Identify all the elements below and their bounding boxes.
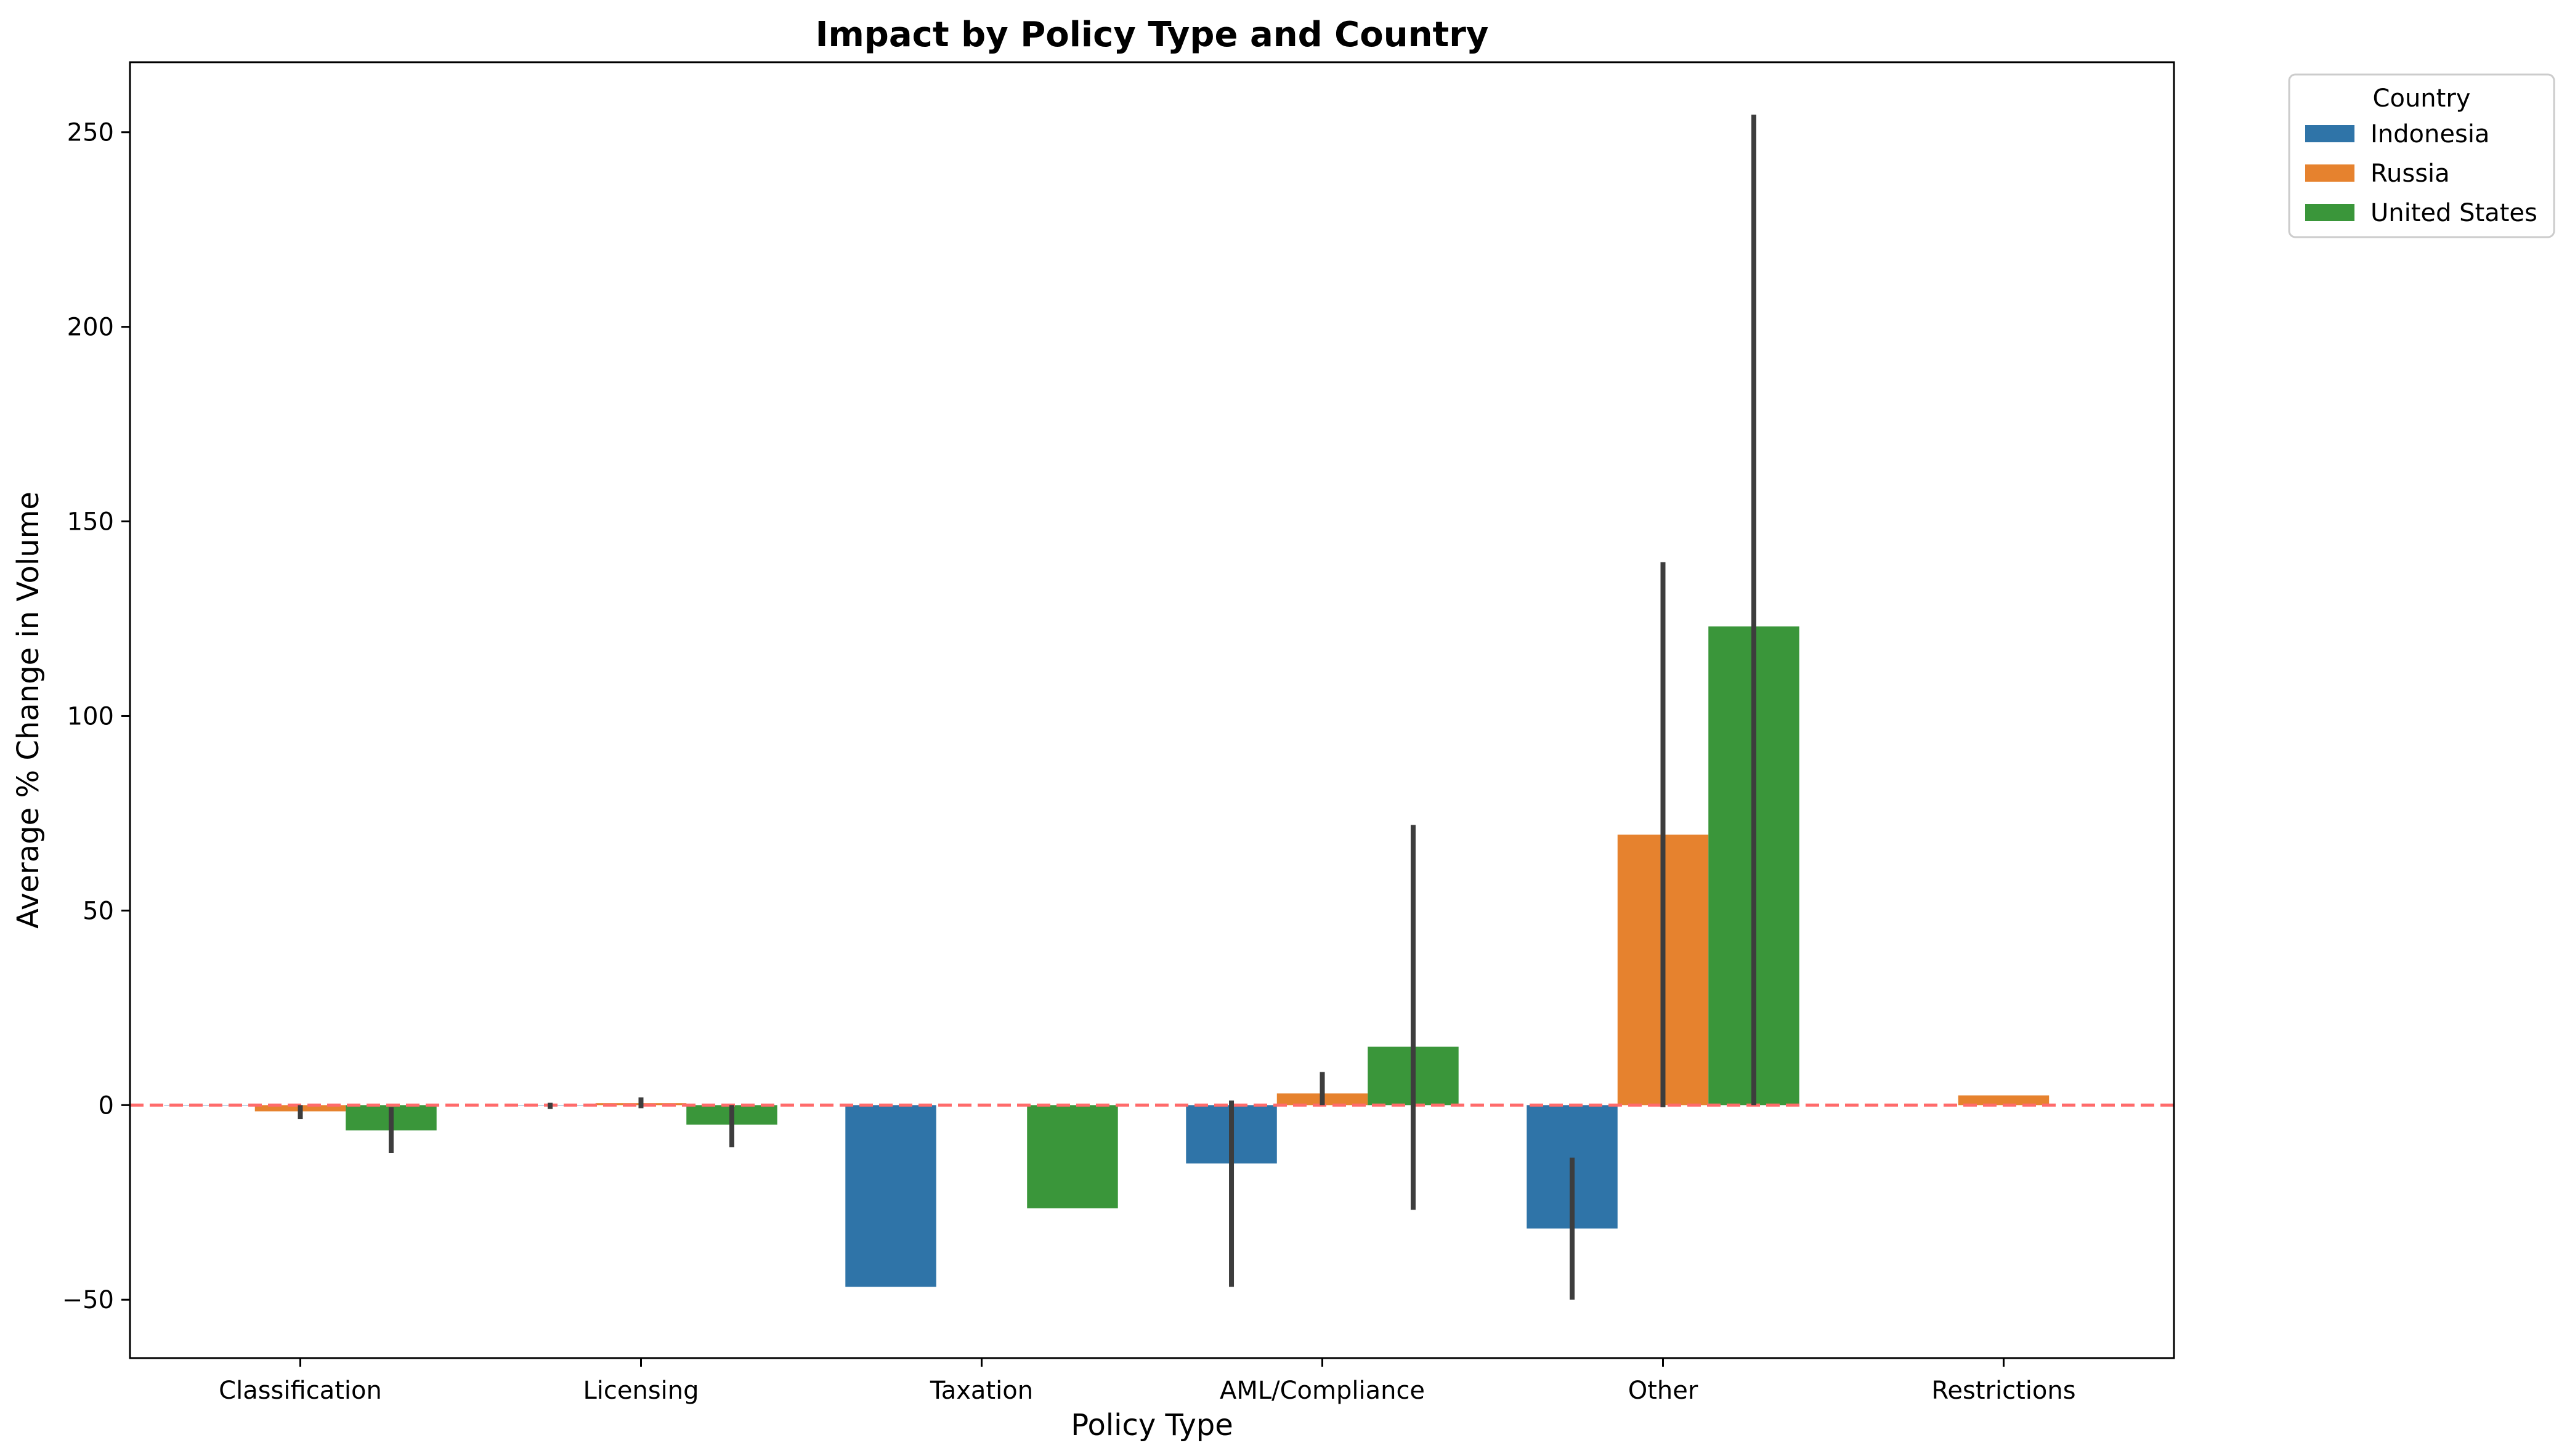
x-tick-label: Restrictions xyxy=(1931,1377,2075,1405)
y-tick-label: 50 xyxy=(83,897,114,925)
x-tick-label: Taxation xyxy=(930,1377,1033,1405)
y-tick-label: 150 xyxy=(67,508,114,536)
legend-title: Country xyxy=(2373,84,2471,113)
bar-indonesia xyxy=(845,1105,936,1287)
y-tick-label: 100 xyxy=(67,702,114,730)
y-tick-label: 200 xyxy=(67,313,114,342)
plot-area: −50 0 50 100 150 200 250 Classification Licensin… xyxy=(62,61,2175,1405)
axes-frame xyxy=(129,61,2175,1359)
x-tick-label: Other xyxy=(1628,1377,1698,1405)
legend-swatch-united-states xyxy=(2305,204,2354,221)
legend-label-united-states: United States xyxy=(2370,199,2537,227)
y-axis-label: Average % Change in Volume xyxy=(11,491,46,929)
bar-russia xyxy=(1958,1095,2050,1106)
legend-swatch-indonesia xyxy=(2305,125,2354,142)
x-tick-label: Classification xyxy=(219,1377,382,1405)
legend-label-indonesia: Indonesia xyxy=(2370,120,2489,148)
bar-united-states xyxy=(1027,1105,1118,1208)
legend-swatch-russia xyxy=(2305,164,2354,182)
y-tick-label: 250 xyxy=(67,119,114,147)
x-axis-label: Policy Type xyxy=(1071,1408,1233,1442)
legend-label-russia: Russia xyxy=(2370,160,2450,188)
chart-title: Impact by Policy Type and Country xyxy=(816,15,1489,55)
legend-box xyxy=(2288,73,2555,238)
y-tick-label: 0 xyxy=(99,1091,114,1120)
x-tick-label: AML/Compliance xyxy=(1220,1377,1425,1405)
legend: Country Indonesia Russia United States xyxy=(2288,73,2555,238)
x-tick-label: Licensing xyxy=(583,1377,699,1405)
y-tick-label: −50 xyxy=(62,1286,114,1314)
